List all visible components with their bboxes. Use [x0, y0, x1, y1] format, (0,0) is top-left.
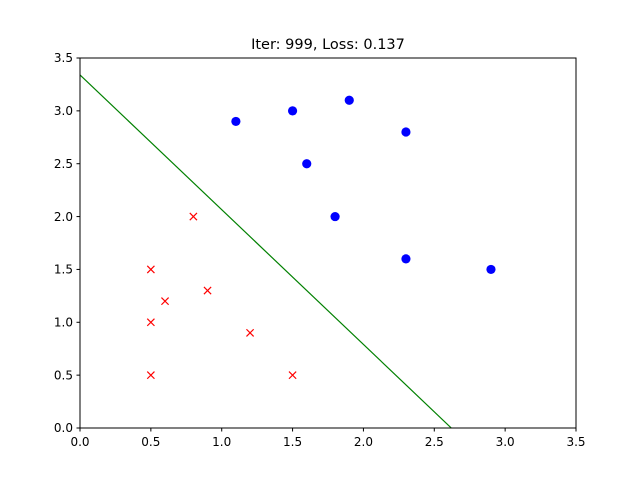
point-class-a	[401, 254, 411, 264]
point-class-a	[302, 159, 312, 169]
x-tick-label: 1.5	[283, 435, 302, 449]
point-class-b	[146, 371, 155, 380]
point-class-b	[146, 265, 155, 274]
x-tick-label: 3.0	[496, 435, 515, 449]
x-tick-label: 3.5	[566, 435, 585, 449]
y-tick-label: 2.5	[54, 157, 73, 171]
x-tick-label: 0.5	[141, 435, 160, 449]
y-tick-label: 0.0	[54, 421, 73, 435]
point-class-b	[246, 328, 255, 337]
x-tick-label: 0.0	[70, 435, 89, 449]
x-tick-label: 2.0	[354, 435, 373, 449]
y-axis: 0.0 0.5 1.0 1.5 2.0 2.5 3.0 3.5	[54, 51, 80, 435]
point-class-a	[401, 127, 411, 137]
decision-boundary-line	[80, 74, 452, 428]
y-tick-label: 1.5	[54, 263, 73, 277]
point-class-a	[231, 116, 241, 127]
point-class-a	[287, 106, 298, 116]
plot-area	[80, 74, 496, 428]
y-tick-label: 2.0	[54, 210, 73, 224]
point-class-a	[344, 95, 354, 105]
point-class-b	[288, 371, 297, 380]
y-tick-label: 3.5	[54, 51, 73, 65]
point-class-a	[486, 264, 496, 275]
point-class-b	[189, 212, 198, 221]
point-class-b	[146, 318, 155, 327]
y-tick-label: 3.0	[54, 104, 73, 118]
x-tick-label: 2.5	[425, 435, 444, 449]
chart-title: Iter: 999, Loss: 0.137	[251, 37, 405, 53]
point-class-a	[330, 211, 340, 222]
x-tick-label: 1.0	[212, 435, 231, 449]
y-tick-label: 0.5	[54, 368, 73, 382]
point-class-b	[203, 286, 212, 295]
point-class-b	[161, 297, 170, 306]
x-axis: 0.0 0.5 1.0 1.5 2.0 2.5 3.0 3.5	[70, 428, 586, 449]
axes-frame	[79, 57, 577, 429]
y-tick-label: 1.0	[54, 315, 73, 329]
